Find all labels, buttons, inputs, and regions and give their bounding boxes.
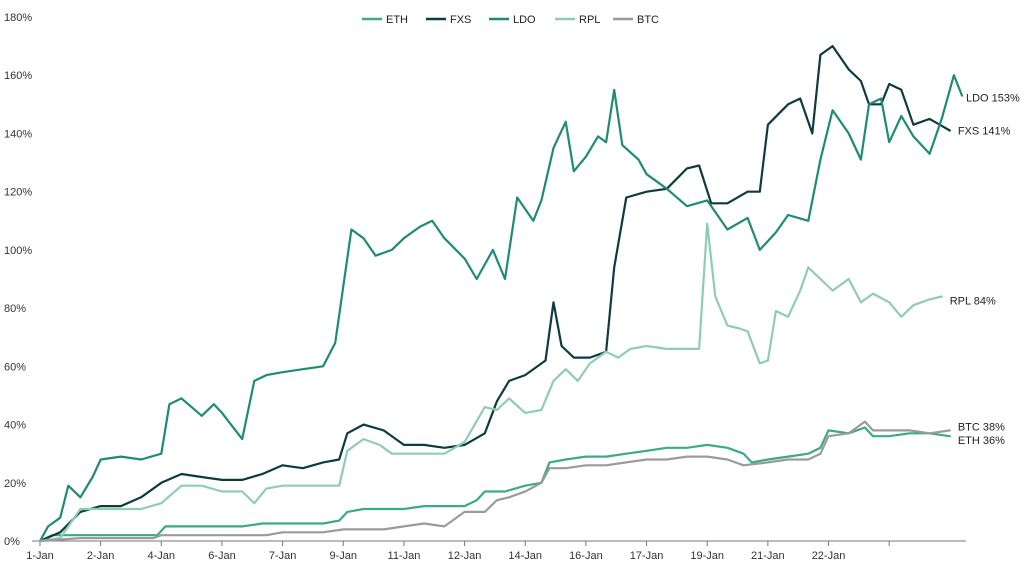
legend-label-eth: ETH (386, 14, 408, 26)
y-tick-label: 80% (4, 303, 26, 315)
x-tick-label: 4-Jan (148, 550, 176, 562)
end-label-eth: ETH 36% (958, 435, 1005, 447)
x-tick-label: 11-Jan (388, 550, 421, 562)
legend-label-btc: BTC (637, 14, 659, 26)
y-tick-label: 60% (4, 361, 26, 373)
x-tick-label: 2-Jan (87, 550, 115, 562)
end-label-ldo: LDO 153% (966, 93, 1020, 105)
x-tick-label: 6-Jan (208, 550, 236, 562)
x-tick-label: 1-Jan (26, 550, 54, 562)
end-label-rpl: RPL 84% (950, 295, 996, 307)
series-group (38, 45, 964, 543)
x-tick-label: 19-Jan (690, 550, 724, 562)
x-axis: 1-Jan 2-Jan 4-Jan 6-Jan 7-Jan 9-Jan 11-Jan 12-J… (26, 541, 890, 562)
legend: ETH FXS LDO RPL BTC (362, 14, 659, 26)
x-tick-label: 21-Jan (751, 550, 785, 562)
end-labels: ETH 36% FXS 141% LDO 153% RPL 84% BTC 38% (950, 93, 1020, 448)
end-label-fxs: FXS 141% (958, 126, 1011, 138)
x-tick-label: 16-Jan (569, 550, 603, 562)
series-line-ldo (38, 74, 964, 543)
y-tick-label: 20% (4, 478, 26, 490)
series-line-fxs (38, 45, 951, 543)
y-tick-label: 40% (4, 420, 26, 432)
y-tick-label: 160% (4, 70, 32, 82)
series-line-rpl (38, 222, 943, 543)
x-tick-label: 7-Jan (269, 550, 297, 562)
x-tick-label: 22-Jan (812, 550, 846, 562)
series-line-eth (38, 426, 951, 543)
end-label-btc: BTC 38% (958, 421, 1005, 433)
y-tick-label: 0% (4, 536, 20, 548)
legend-label-ldo: LDO (513, 14, 536, 26)
y-axis: 0% 20% 40% 60% 80% 100% 120% 140% 160% 180% (4, 12, 32, 548)
legend-label-rpl: RPL (579, 14, 600, 26)
x-tick-label: 9-Jan (330, 550, 358, 562)
x-tick-label: 12-Jan (448, 550, 482, 562)
y-tick-label: 140% (4, 128, 32, 140)
x-tick-label: 17-Jan (630, 550, 664, 562)
legend-label-fxs: FXS (450, 14, 471, 26)
y-tick-label: 180% (4, 12, 32, 24)
series-line-btc (38, 420, 951, 543)
x-tick-label: 14-Jan (508, 550, 542, 562)
y-tick-label: 100% (4, 245, 32, 257)
y-tick-label: 120% (4, 187, 32, 199)
